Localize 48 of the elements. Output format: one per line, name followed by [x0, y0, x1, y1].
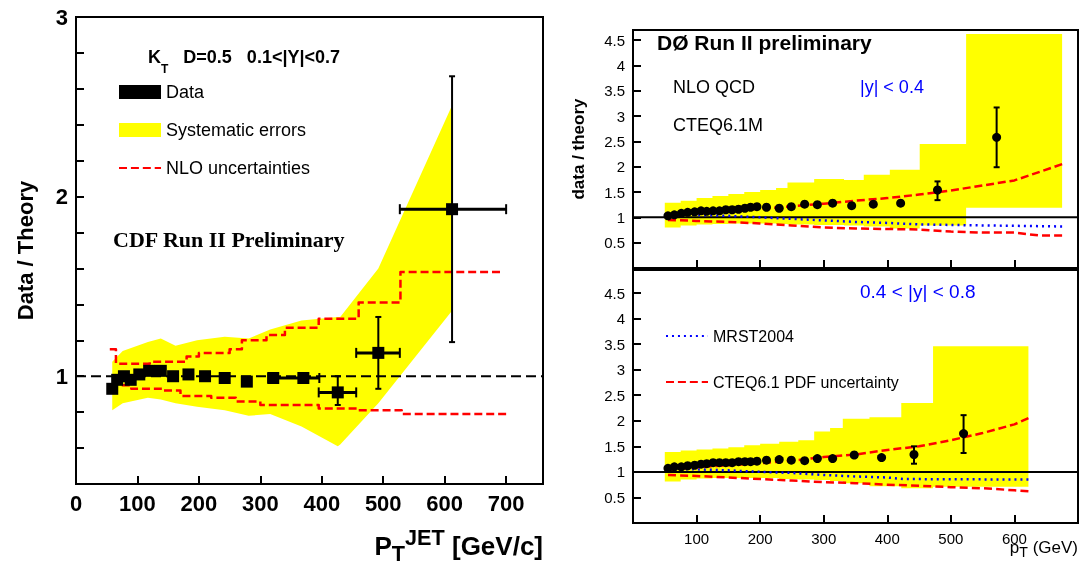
x-tick-label: 500	[938, 530, 964, 547]
x-tick-label: 700	[487, 490, 525, 516]
x-tick-label: 100	[119, 490, 156, 516]
y-tick-label: 4.5	[604, 284, 625, 302]
y-tick-label: 2	[616, 158, 625, 176]
y-tick-label: 3	[616, 361, 625, 379]
y-tick-label: 3.5	[604, 82, 625, 100]
y-tick-label: 3	[616, 107, 625, 125]
legend-label: NLO uncertainties	[166, 158, 311, 178]
y-axis-title: data / theory	[569, 97, 588, 200]
y-tick-label: 1	[55, 363, 68, 389]
legend-label: Data	[166, 82, 206, 102]
y-tick-label: 4	[616, 310, 625, 328]
annotation: NLO QCD	[673, 77, 756, 97]
annotation: CTEQ6.1M	[673, 115, 764, 135]
y-tick-label: 2.5	[604, 132, 625, 150]
x-tick-label: 200	[180, 490, 218, 516]
x-tick-label: 400	[303, 490, 341, 516]
x-tick-label: 400	[874, 530, 900, 547]
y-tick-label: 1.5	[604, 437, 625, 455]
legend-label: CTEQ6.1 PDF uncertainty	[713, 373, 899, 391]
x-axis-title: P$_{T}$$^{JET}$ [GeV/c]	[374, 525, 543, 566]
y-tick-label: 1	[616, 463, 625, 481]
legend-label: MRST2004	[713, 327, 795, 345]
x-tick-label: 600	[426, 490, 464, 516]
legend-label: Systematic errors	[166, 120, 307, 140]
annotation: DØ Run II preliminary	[657, 31, 873, 54]
x-tick-label: 300	[241, 490, 279, 516]
y-tick-label: 2.5	[604, 386, 625, 404]
y-tick-label: 2	[616, 412, 625, 430]
annotation: CDF Run II Preliminary	[113, 226, 345, 252]
annotation: |y| < 0.4	[860, 77, 924, 97]
y-tick-label: 3.5	[604, 335, 625, 353]
annotation: 0.4 < |y| < 0.8	[860, 281, 976, 302]
x-tick-label: 200	[747, 530, 773, 547]
y-tick-label: 3	[55, 4, 68, 30]
x-tick-label: 0	[69, 490, 83, 516]
y-tick-label: 0.5	[604, 234, 625, 252]
y-tick-label: 4.5	[604, 31, 625, 49]
y-tick-label: 2	[55, 184, 68, 210]
y-axis-title: Data / Theory	[12, 180, 38, 321]
y-tick-label: 4	[616, 56, 625, 74]
x-tick-label: 100	[684, 530, 710, 547]
x-tick-label: 500	[364, 490, 402, 516]
y-tick-label: 0.5	[604, 488, 625, 506]
x-tick-label: 300	[811, 530, 837, 547]
y-tick-label: 1	[616, 208, 625, 226]
y-tick-label: 1.5	[604, 183, 625, 201]
